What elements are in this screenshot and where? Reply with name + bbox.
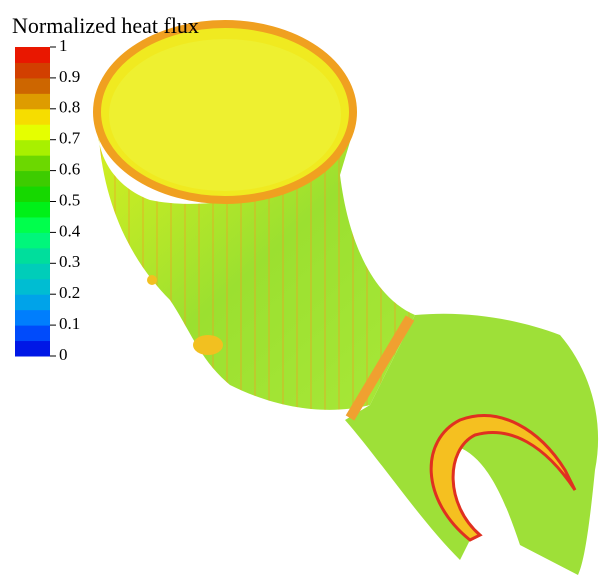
colorbar-band bbox=[15, 109, 50, 125]
tick-label: 0.5 bbox=[59, 190, 80, 209]
colorbar-band bbox=[15, 325, 50, 341]
tick-label: 0.3 bbox=[59, 252, 80, 271]
tick-label: 0.7 bbox=[59, 129, 81, 148]
colorbar-band bbox=[15, 155, 50, 171]
tick-label: 0.9 bbox=[59, 67, 80, 86]
inner-wall bbox=[109, 39, 341, 191]
colorbar-band bbox=[15, 186, 50, 202]
colorbar-band bbox=[15, 78, 50, 94]
tick-label: 0.1 bbox=[59, 314, 80, 333]
figure: Normalized heat flux 0 0.1 0.2 0.3 0.4 0.5 0.6… bbox=[0, 0, 611, 579]
colorbar-band bbox=[15, 93, 50, 109]
colorbar-band bbox=[15, 232, 50, 248]
tick-label: 0 bbox=[59, 345, 68, 364]
colorbar-band bbox=[15, 202, 50, 218]
tick-label: 0.8 bbox=[59, 98, 80, 117]
colorbar-band bbox=[15, 171, 50, 187]
tick-label: 0.4 bbox=[59, 221, 81, 240]
colorbar-band bbox=[15, 47, 50, 63]
colorbar-band bbox=[15, 62, 50, 78]
tick-label: 0.6 bbox=[59, 160, 80, 179]
colorbar-band bbox=[15, 263, 50, 279]
geometry-render bbox=[97, 24, 598, 575]
port bbox=[147, 275, 157, 285]
colorbar-band bbox=[15, 310, 50, 326]
colorbar: 0 0.1 0.2 0.3 0.4 0.5 0.6 0.7 0.8 0.9 1 bbox=[15, 36, 81, 364]
legend-title: Normalized heat flux bbox=[12, 13, 199, 38]
colorbar-band bbox=[15, 217, 50, 233]
tick-label: 0.2 bbox=[59, 283, 80, 302]
colorbar-band bbox=[15, 279, 50, 295]
colorbar-band bbox=[15, 294, 50, 310]
colorbar-band bbox=[15, 140, 50, 156]
colorbar-band bbox=[15, 124, 50, 140]
nozzle bbox=[193, 335, 223, 355]
tick-label: 1 bbox=[59, 36, 68, 55]
colorbar-band bbox=[15, 248, 50, 264]
colorbar-band bbox=[15, 341, 50, 357]
